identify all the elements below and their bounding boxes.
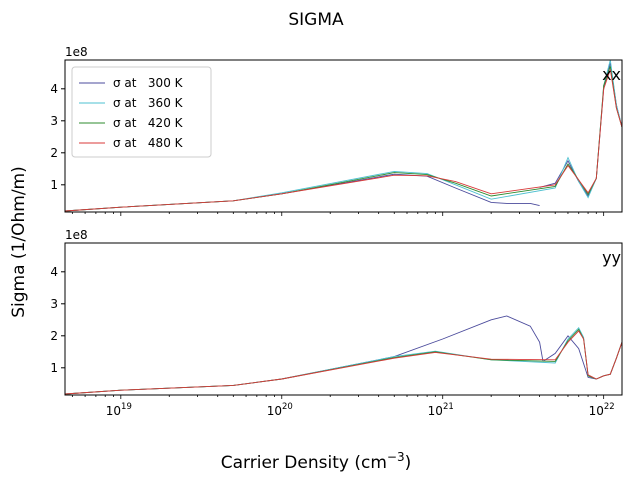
panel-corner-label: yy	[602, 248, 621, 267]
x-axis-label-main: Carrier Density (cm	[221, 453, 387, 473]
x-tick-label: 1021	[428, 402, 454, 418]
series-line-1-1	[542, 335, 622, 380]
axes-frame	[64, 59, 623, 213]
series-line-0-0	[65, 173, 540, 212]
offset-text: 1e8	[65, 228, 88, 242]
legend-label: σ at 360 K	[113, 96, 184, 110]
panel-yy: 1 2 3 4 1019 1020 1021 1022 1e8 yy	[50, 228, 623, 418]
y-tick-label: 2	[50, 146, 58, 160]
offset-text: 1e8	[65, 45, 88, 59]
series-line-1-0	[65, 315, 544, 395]
axes-frame	[64, 242, 623, 396]
x-tick-label: 1020	[267, 402, 293, 418]
y-tick-label: 3	[50, 114, 58, 128]
series-line-1-4	[65, 330, 622, 395]
legend-label: σ at 480 K	[113, 136, 184, 150]
x-axis-label-close: )	[405, 453, 412, 473]
figure-title: SIGMA	[288, 10, 344, 30]
x-axis-label-sup: −3	[387, 450, 405, 464]
y-tick-label: 3	[50, 297, 58, 311]
legend: σ at 300 K σ at 360 K σ at 420 K σ at 480 K	[71, 66, 212, 158]
y-tick-label: 4	[50, 265, 58, 279]
legend-label: σ at 300 K	[113, 76, 184, 90]
y-tick-label: 1	[50, 361, 58, 375]
series-line-1-3	[65, 328, 622, 395]
y-tick-label: 2	[50, 329, 58, 343]
y-tick-label: 4	[50, 82, 58, 96]
x-axis-label: Carrier Density (cm−3)	[221, 450, 411, 473]
x-tick-label: 1019	[106, 402, 132, 418]
series-group	[65, 315, 622, 395]
x-tick-label: 1022	[589, 402, 615, 418]
series-line-0-2	[65, 60, 622, 212]
panel-corner-label: xx	[602, 65, 621, 84]
series-group	[65, 60, 622, 212]
y-axis-label: Sigma (1/Ohm/m)	[9, 166, 29, 318]
legend-box	[71, 66, 212, 158]
series-line-0-4	[65, 69, 622, 212]
legend-label: σ at 420 K	[113, 116, 184, 130]
y-tick-label: 1	[50, 178, 58, 192]
